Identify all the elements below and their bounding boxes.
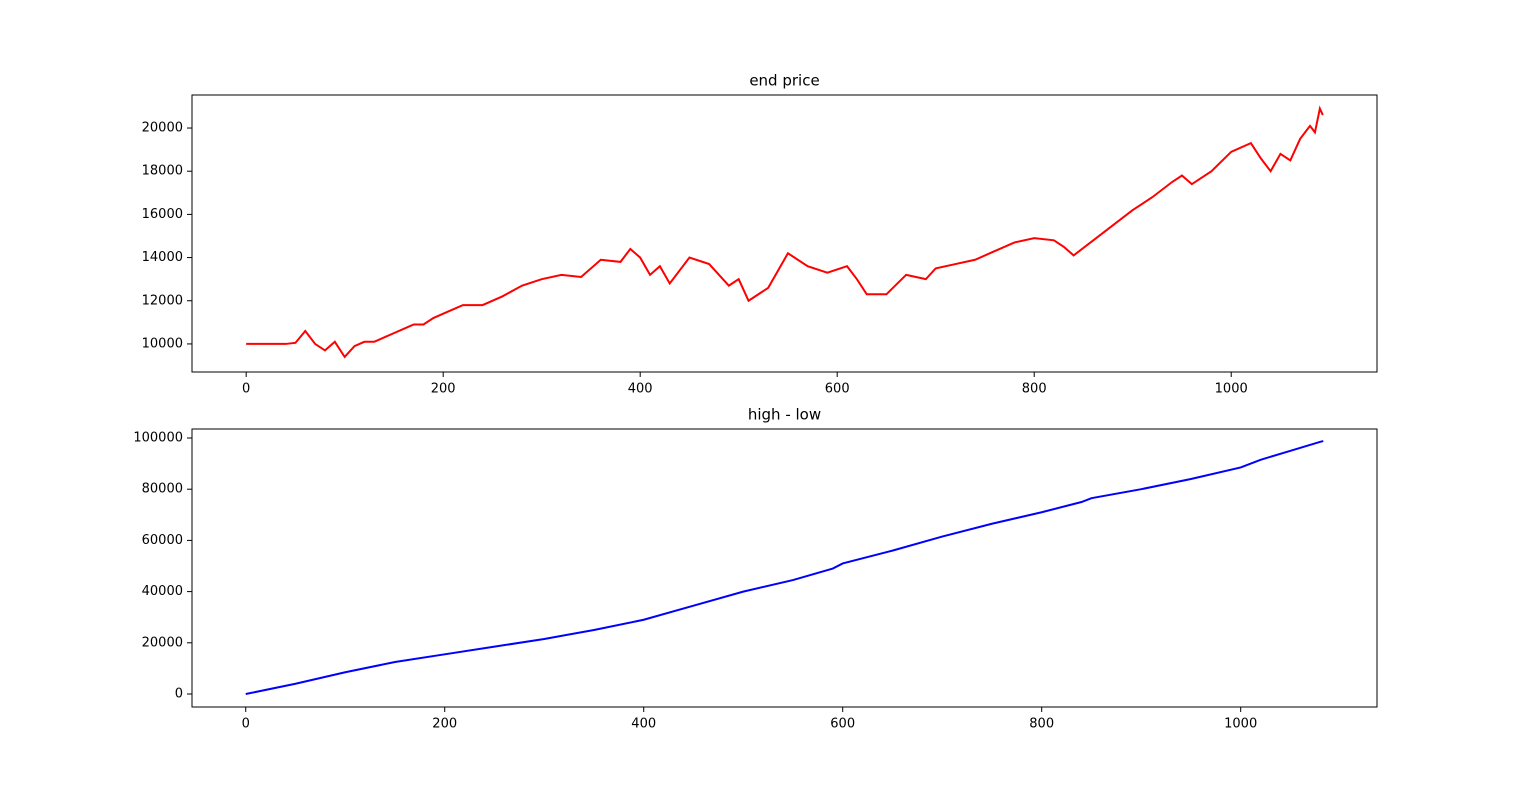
y-tick-label: 14000: [142, 250, 183, 265]
x-tick-label: 800: [1022, 382, 1047, 397]
chart-title: high - low: [748, 406, 821, 424]
x-tick-label: 0: [242, 717, 250, 732]
x-tick-label: 200: [432, 717, 457, 732]
data-line: [246, 105, 1324, 359]
y-tick-label: 18000: [142, 164, 183, 179]
chart-title: end price: [749, 72, 819, 90]
x-tick-label: 400: [628, 382, 653, 397]
x-tick-label: 600: [830, 717, 855, 732]
x-tick-label: 1000: [1224, 717, 1257, 732]
x-tick-label: 200: [431, 382, 456, 397]
x-tick-label: 600: [825, 382, 850, 397]
y-tick-label: 16000: [142, 207, 183, 222]
y-tick-label: 20000: [142, 635, 183, 650]
y-tick-label: 12000: [142, 293, 183, 308]
y-tick-label: 20000: [142, 121, 183, 136]
axes-frame: [191, 94, 1378, 373]
data-line: [245, 440, 1324, 695]
axes-frame: [191, 428, 1378, 708]
y-tick-label: 80000: [142, 482, 183, 497]
x-tick-label: 400: [631, 717, 656, 732]
x-tick-label: 1000: [1215, 382, 1248, 397]
y-tick-label: 60000: [142, 533, 183, 548]
y-tick-label: 10000: [142, 336, 183, 351]
x-tick-label: 800: [1029, 717, 1054, 732]
y-tick-label: 100000: [133, 431, 183, 446]
y-tick-label: 40000: [142, 584, 183, 599]
y-tick-label: 0: [175, 687, 183, 702]
x-tick-label: 0: [242, 382, 250, 397]
